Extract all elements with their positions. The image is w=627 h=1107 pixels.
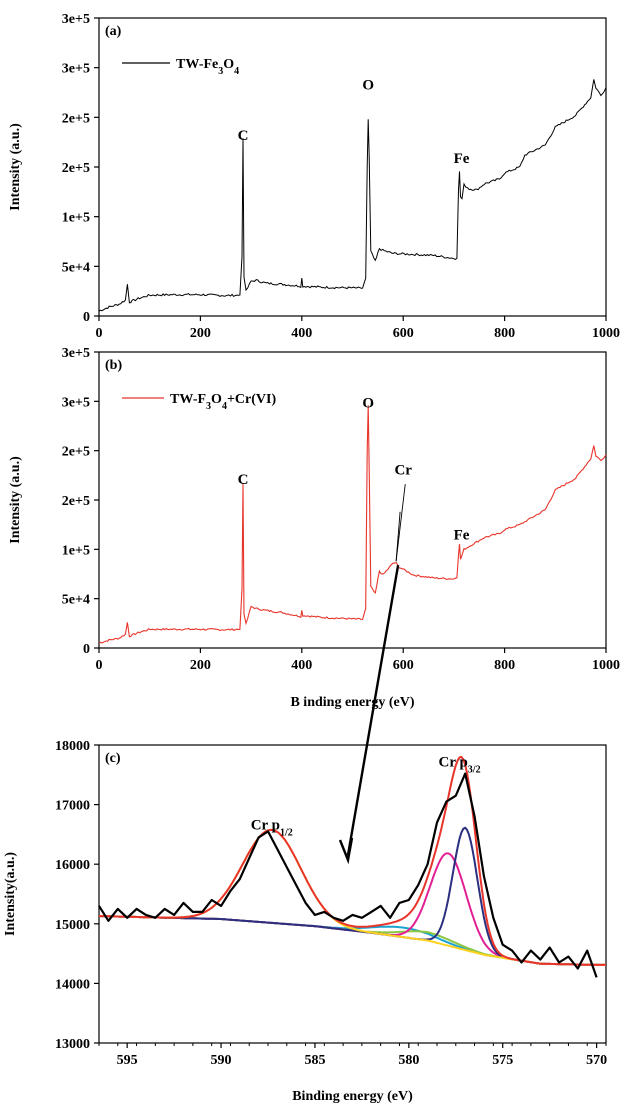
fit-component-line: [99, 915, 606, 966]
x-tick-label: 585: [304, 1053, 325, 1068]
panel-a-survey-chart: 0 5e+4 1e+5 2e+5 2e+5 3e+5 3e+5 0 200 400 600 800 10…: [8, 12, 620, 341]
y-tick-label: 0: [83, 642, 90, 657]
y-axis-title: Intensity (a.u.): [8, 456, 23, 544]
panel-letter: (a): [105, 24, 122, 39]
x-tick-label: 590: [211, 1053, 232, 1068]
peak-label: Cr p3/2: [438, 754, 480, 775]
panel-b-survey-chart: 0 5e+4 1e+5 2e+5 2e+5 3e+5 3e+5 0 200 400 600 800 10…: [8, 346, 620, 710]
y-tick-label: 3e+5: [62, 346, 90, 361]
fit-component-line: [99, 826, 606, 966]
fit-component-line: [99, 915, 606, 966]
zoom-connector-arrow: [338, 564, 400, 865]
x-axis-title: B inding energy (eV): [290, 695, 414, 710]
cr-pointer-line: [395, 484, 406, 562]
y-tick-label: 3e+5: [62, 12, 90, 27]
y-tick-label: 2e+5: [62, 494, 90, 509]
x-tick-label: 800: [494, 658, 515, 673]
x-tick-label: 0: [96, 658, 103, 673]
plot-frame: [98, 744, 607, 1044]
y-tick-label: 5e+4: [62, 260, 90, 275]
x-tick-label: 1000: [592, 326, 620, 341]
x-tick-label: 200: [190, 326, 211, 341]
x-tick-label: 200: [190, 658, 211, 673]
raw-data-line: [98, 772, 598, 978]
x-tick-label: 400: [291, 658, 312, 673]
y-tick-label: 15000: [55, 918, 90, 933]
y-tick-label: 1e+5: [62, 211, 90, 226]
series-line: [98, 405, 607, 644]
x-tick-label: 595: [117, 1053, 138, 1068]
y-tick-label: 5e+4: [62, 593, 90, 608]
fit-component-line: [99, 852, 606, 966]
panel-letter: (c): [105, 751, 121, 766]
x-axis-title: Binding energy (eV): [292, 1089, 413, 1104]
connector-arrowhead: [338, 837, 354, 865]
peak-label: C: [238, 472, 249, 488]
x-tick-label: 575: [492, 1053, 513, 1068]
peak-label: Fe: [454, 527, 470, 543]
peak-label: O: [362, 395, 374, 411]
x-tick-label: 400: [291, 326, 312, 341]
y-axis-title: Intensity (a.u.): [8, 123, 23, 211]
peak-label: Cr p1/2: [251, 818, 293, 839]
legend-label: TW-Fe3O4: [176, 57, 239, 77]
cr-pointer-line: [395, 511, 401, 562]
legend-label: TW-F3O4+Cr(VI): [170, 392, 276, 412]
y-tick-label: 0: [83, 310, 90, 325]
y-tick-label: 3e+5: [62, 62, 90, 77]
y-tick-label: 2e+5: [62, 111, 90, 126]
fit-component-line: [99, 828, 606, 966]
x-tick-label: 600: [393, 658, 414, 673]
x-tick-label: 570: [586, 1053, 607, 1068]
y-axis-title: Intensity(a.u.): [3, 852, 18, 936]
y-tick-label: 2e+5: [62, 445, 90, 460]
y-tick-label: 18000: [55, 739, 90, 754]
y-tick-label: 2e+5: [62, 161, 90, 176]
y-tick-label: 17000: [55, 799, 90, 814]
peak-label: Fe: [454, 151, 470, 167]
fit-envelope-line: [99, 755, 606, 966]
peak-label: C: [238, 128, 249, 144]
panel-c-cr2p-chart: 13000 14000 15000 16000 17000 18000 595 590 585 5…: [3, 739, 607, 1104]
x-tick-label: 600: [393, 326, 414, 341]
y-tick-label: 16000: [55, 858, 90, 873]
x-tick-label: 580: [398, 1053, 419, 1068]
connector-line: [346, 564, 400, 856]
x-tick-label: 1000: [592, 658, 620, 673]
panel-letter: (b): [105, 358, 122, 373]
y-tick-label: 14000: [55, 977, 90, 992]
peak-label: O: [362, 78, 374, 94]
peak-label: Cr: [394, 462, 412, 478]
y-tick-label: 13000: [55, 1037, 90, 1052]
y-tick-label: 3e+5: [62, 395, 90, 410]
x-tick-label: 0: [96, 326, 103, 341]
y-tick-label: 1e+5: [62, 543, 90, 558]
series-line: [98, 79, 607, 312]
x-tick-label: 800: [494, 326, 515, 341]
